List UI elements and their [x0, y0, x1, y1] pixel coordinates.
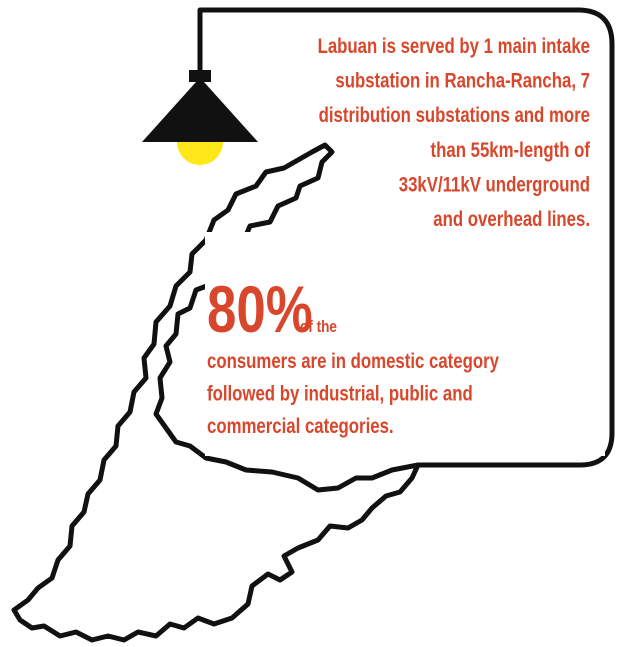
intro-line: and overhead lines. — [433, 208, 590, 231]
stat-number: 80% — [207, 272, 313, 346]
intro-line: distribution substations and more — [319, 105, 590, 128]
intro-line: than 55km-length of — [431, 139, 591, 162]
detail-line: followed by industrial, public and — [207, 383, 473, 406]
bubble-outline — [197, 7, 615, 468]
stat-suffix: of the — [300, 318, 337, 337]
intro-line: 33kV/11kV underground — [399, 174, 590, 197]
detail-line: consumers are in domestic category — [207, 350, 499, 373]
intro-line: substation in Rancha-Rancha, 7 — [335, 70, 590, 93]
intro-line: Labuan is served by 1 main intake — [318, 35, 590, 58]
text-backdrop — [205, 232, 605, 456]
detail-line: commercial categories. — [207, 415, 394, 438]
island-outline — [11, 142, 421, 643]
lamp — [142, 70, 258, 165]
text-group: Labuan is served by 1 main intake substat… — [207, 35, 591, 438]
